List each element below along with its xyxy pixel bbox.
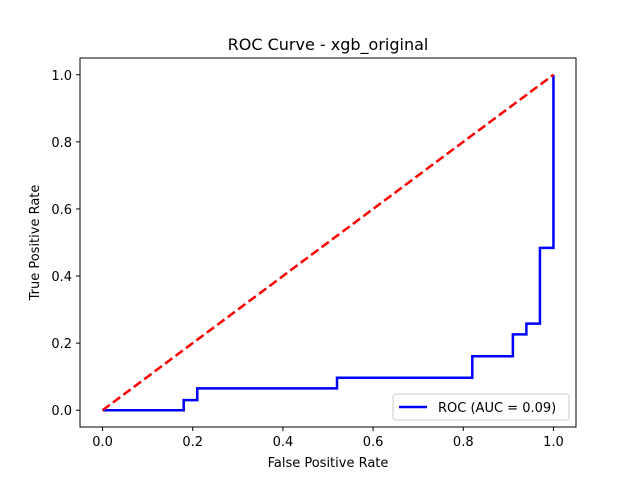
plot-frame bbox=[79, 57, 577, 428]
legend: ROC (AUC = 0.09) bbox=[392, 393, 570, 421]
x-tick-label: 0.8 bbox=[453, 435, 474, 450]
x-tick-label: 0.6 bbox=[363, 435, 384, 450]
y-tick-label: 0.2 bbox=[51, 337, 72, 352]
x-tick-label: 1.0 bbox=[543, 435, 564, 450]
y-tick-label: 0.0 bbox=[51, 404, 72, 419]
y-tick-label: 1.0 bbox=[51, 69, 72, 84]
x-tick-label: 0.4 bbox=[273, 435, 294, 450]
x-axis-label: False Positive Rate bbox=[268, 456, 389, 471]
y-tick-label: 0.4 bbox=[51, 270, 72, 285]
x-tick-label: 0.0 bbox=[92, 435, 113, 450]
y-tick-label: 0.6 bbox=[51, 203, 72, 218]
roc-curve-line bbox=[102, 74, 555, 412]
legend-label-roc: ROC (AUC = 0.09) bbox=[438, 401, 556, 416]
y-axis-label: True Positive Rate bbox=[28, 185, 43, 302]
chart-title: ROC Curve - xgb_original bbox=[228, 35, 429, 55]
chance-diagonal-line bbox=[101, 73, 555, 412]
legend-box bbox=[392, 393, 570, 421]
y-tick-label: 0.8 bbox=[51, 136, 72, 151]
x-tick-label: 0.2 bbox=[182, 435, 203, 450]
